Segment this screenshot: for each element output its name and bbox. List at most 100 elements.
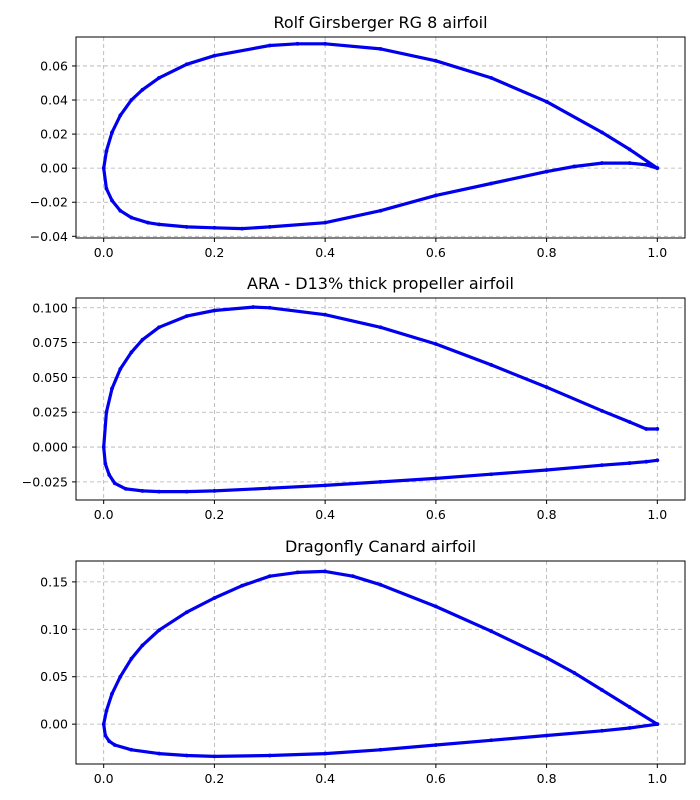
airfoil-point [157, 75, 161, 80]
airfoil-point [489, 629, 494, 634]
airfoil-point [378, 47, 383, 51]
airfoil-point [323, 312, 328, 317]
airfoil-point [433, 476, 438, 481]
airfoil-point [655, 458, 660, 463]
airfoil-point [655, 427, 660, 431]
y-tick-label: 0.02 [40, 127, 68, 142]
airfoil-point [184, 225, 189, 229]
x-tick-label: 0.0 [94, 771, 114, 786]
y-tick-label: −0.025 [22, 474, 68, 489]
airfoil-point [544, 99, 549, 104]
x-tick-label: 1.0 [647, 771, 667, 786]
airfoil-point [433, 342, 438, 346]
x-tick-label: 0.4 [315, 507, 335, 522]
airfoil-point [489, 362, 494, 367]
airfoil-point [267, 305, 272, 310]
airfoil-point [267, 753, 272, 758]
chart-title: Dragonfly Canard airfoil [285, 537, 476, 556]
airfoil-point [240, 583, 244, 588]
airfoil-point [129, 215, 134, 220]
airfoil-point [212, 53, 217, 58]
airfoil-point [112, 481, 117, 486]
airfoil-point [600, 688, 604, 692]
airfoil-point [212, 308, 217, 313]
airfoil-point [655, 166, 660, 171]
airfoil-point [572, 671, 577, 675]
airfoil-point [433, 743, 438, 747]
airfoil-point [323, 569, 328, 574]
airfoil-point [118, 113, 123, 118]
airfoil-point [323, 483, 328, 488]
airfoil-point [157, 489, 161, 494]
airfoil-point [184, 62, 189, 67]
airfoil-point [140, 643, 145, 648]
x-tick-label: 0.6 [426, 245, 446, 260]
airfoil-point [184, 753, 189, 758]
axes-frame [75, 297, 686, 501]
y-tick-label: 0.00 [40, 717, 68, 732]
airfoil-point [107, 739, 112, 744]
airfoil-point [129, 656, 134, 661]
airfoil-point [129, 350, 134, 355]
airfoil-point [433, 58, 438, 63]
airfoil-point [184, 314, 189, 319]
airfoil-point [267, 574, 272, 579]
x-tick-label: 0.0 [94, 245, 114, 260]
airfoil-point [627, 705, 632, 709]
airfoil-contour-line [102, 305, 658, 494]
airfoil-point [251, 305, 256, 309]
x-tick-label: 1.0 [647, 245, 667, 260]
y-tick-label: 0.075 [32, 335, 68, 350]
dragonfly-canard-airfoil-panel: 0.0 0.2 0.4 0.6 0.8 1.0 0.00 0.05 0.10 0.15 Dragon… [40, 537, 686, 786]
x-tick-label: 0.6 [426, 771, 446, 786]
airfoil-point [104, 708, 109, 713]
x-tick-label: 0.2 [204, 245, 224, 260]
airfoil-point [644, 459, 649, 464]
airfoil-point [140, 87, 145, 92]
x-tick-label: 0.4 [315, 245, 335, 260]
airfoil-point [123, 486, 128, 491]
airfoil-point [600, 728, 604, 733]
rg8-airfoil-panel: 0.0 0.2 0.4 0.6 0.8 1.0 −0.04 −0.02 0.00 0.02 0.04… [30, 13, 686, 260]
airfoil-point [101, 722, 106, 727]
y-tick-label: 0.15 [40, 574, 68, 589]
airfoil-point [110, 386, 114, 391]
airfoil-point [240, 226, 244, 231]
airfoil-point [140, 337, 145, 342]
airfoil-point [489, 472, 494, 477]
chart-title: Rolf Girsberger RG 8 airfoil [273, 13, 487, 32]
y-tick-label: 0.000 [32, 440, 68, 455]
airfoil-point [378, 325, 383, 330]
y-tick-label: 0.05 [40, 669, 68, 684]
airfoil-point [644, 162, 649, 167]
y-tick-label: 0.050 [32, 370, 68, 385]
y-tick-label: 0.025 [32, 405, 68, 420]
airfoil-point [378, 747, 383, 752]
airfoil-point [600, 463, 604, 468]
airfoil-point [627, 147, 632, 152]
x-tick-label: 0.4 [315, 771, 335, 786]
airfoil-point [433, 604, 438, 609]
airfoil-point [118, 674, 123, 679]
airfoil-point [544, 169, 549, 174]
airfoil-point [184, 610, 189, 615]
y-tick-label: 0.100 [32, 300, 68, 315]
airfoil-point [378, 208, 383, 213]
x-tick-label: 0.2 [204, 771, 224, 786]
airfoil-point [103, 461, 108, 466]
airfoil-point [489, 738, 494, 743]
airfoil-point [110, 691, 114, 696]
airfoil-point [146, 220, 150, 225]
airfoil-point [104, 410, 109, 415]
airfoil-point [129, 98, 134, 102]
airfoil-point [295, 41, 300, 46]
x-tick-label: 0.8 [537, 245, 557, 260]
airfoil-point [600, 161, 604, 165]
airfoil-point [627, 420, 632, 424]
y-tick-label: 0.04 [40, 93, 68, 108]
airfoil-point [212, 225, 217, 230]
airfoil-point [600, 408, 604, 413]
airfoil-point [378, 479, 383, 484]
x-tick-label: 0.8 [537, 771, 557, 786]
airfoil-point [212, 754, 217, 759]
